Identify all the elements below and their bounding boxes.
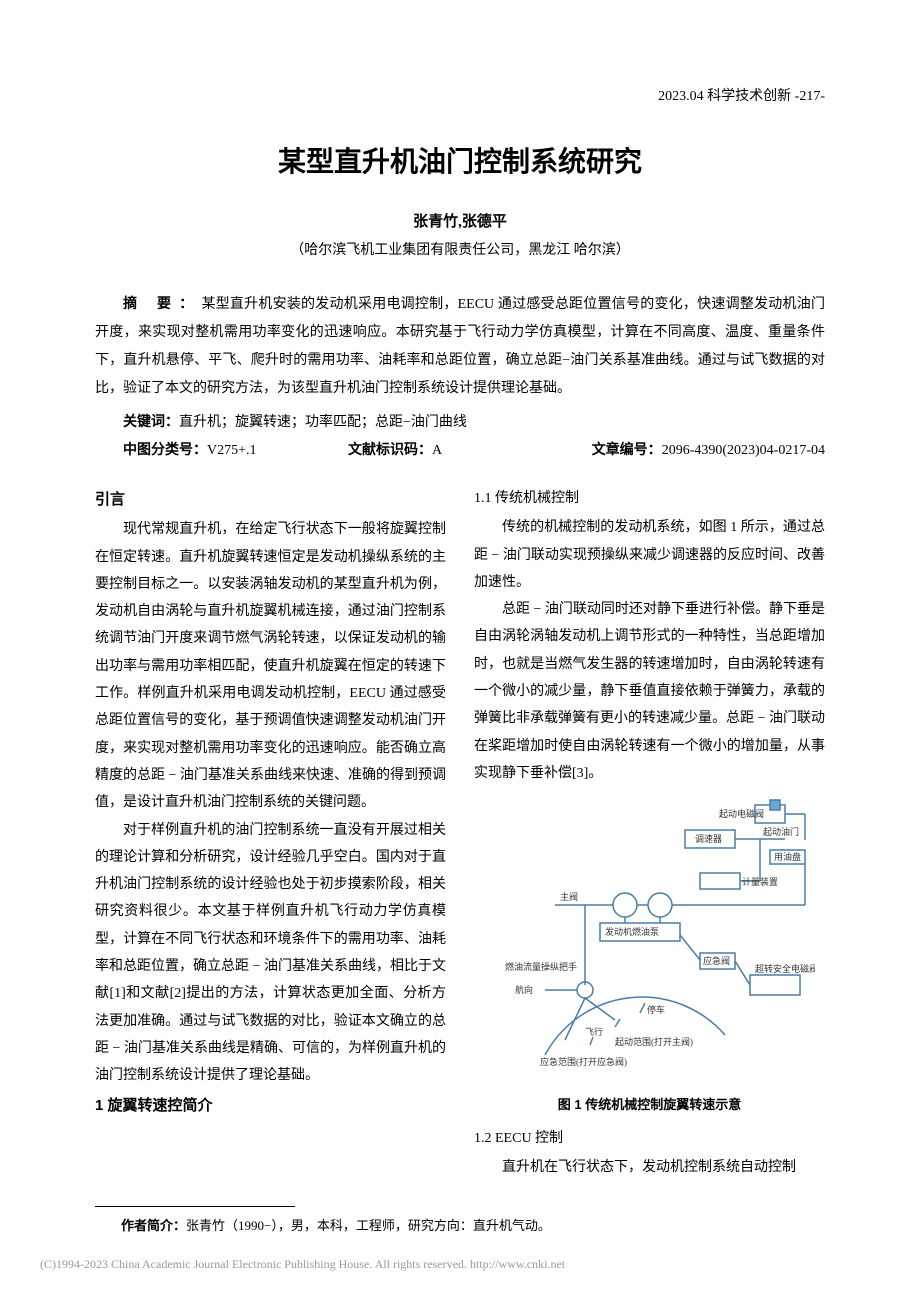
fig-start-solenoid: 起动电磁阀 [719, 808, 764, 819]
footnote-divider [95, 1206, 295, 1207]
fig-safety-solenoid: 超转安全电磁阀 [755, 963, 815, 974]
sub11-p1: 传统的机械控制的发动机系统，如图 1 所示，通过总距 − 油门联动实现预操纵来减… [474, 514, 825, 596]
keywords: 关键词：直升机；旋翼转速；功率匹配；总距−油门曲线 [95, 409, 825, 437]
left-column: 引言 现代常规直升机，在给定飞行状态下一般将旋翼控制在恒定转速。直升机旋翼转速恒… [95, 483, 446, 1182]
abstract-text: 某型直升机安装的发动机采用电调控制，EECU 通过感受总距位置信号的变化，快速调… [95, 297, 825, 396]
fig-fuel-handle: 燃油流量操纵把手 [505, 961, 577, 972]
classification-row: 中图分类号：V275+.1 文献标识码：A 文章编号：2096-4390(202… [95, 437, 825, 465]
fig-park: 停车 [647, 1004, 665, 1015]
intro-heading: 引言 [95, 485, 446, 514]
sub11-heading: 1.1 传统机械控制 [474, 485, 825, 512]
author-bio-label: 作者简介： [121, 1218, 186, 1233]
fig-fuel-pump: 发动机燃油泵 [605, 926, 659, 937]
right-column: 1.1 传统机械控制 传统的机械控制的发动机系统，如图 1 所示，通过总距 − … [474, 483, 825, 1182]
figure1-diagram: 起动电磁阀 调速器 起动油门 用油盘 计量装置 主阀 发动机燃油泵 应急阀 燃油… [485, 795, 815, 1075]
article-id-value: 2096-4390(2023)04-0217-04 [662, 443, 825, 458]
abstract-label: 摘 要： [123, 297, 201, 312]
class-label: 中图分类号： [123, 443, 207, 458]
sub11-p2: 总距 − 油门联动同时还对静下垂进行补偿。静下垂是自由涡轮涡轴发动机上调节形式的… [474, 596, 825, 787]
figure1: 起动电磁阀 调速器 起动油门 用油盘 计量装置 主阀 发动机燃油泵 应急阀 燃油… [474, 795, 825, 1117]
author-bio-text: 张青竹（1990−），男，本科，工程师，研究方向：直升机气动。 [186, 1218, 551, 1233]
abstract: 摘 要：某型直升机安装的发动机采用电调控制，EECU 通过感受总距位置信号的变化… [95, 291, 825, 403]
fig-main-valve: 主阀 [560, 891, 578, 902]
fig-fly: 飞行 [585, 1026, 603, 1037]
figure1-caption: 图 1 传统机械控制旋翼转速示意 [474, 1092, 825, 1117]
doc-label: 文献标识码： [348, 443, 432, 458]
keywords-label: 关键词： [123, 415, 179, 430]
fig-start-throttle: 起动油门 [763, 826, 799, 837]
authors: 张青竹,张德平 [95, 210, 825, 231]
class-value: V275+.1 [207, 443, 257, 458]
footer-copyright: (C)1994-2023 China Academic Journal Elec… [40, 1257, 565, 1272]
fig-meter: 计量装置 [742, 876, 778, 887]
fig-emergency-valve: 应急阀 [703, 955, 730, 966]
affiliation: （哈尔滨飞机工业集团有限责任公司，黑龙江 哈尔滨） [95, 239, 825, 259]
fig-oil-pan: 用油盘 [774, 851, 801, 862]
page-number: -217- [795, 89, 825, 104]
sub12-p1: 直升机在飞行状态下，发动机控制系统自动控制 [474, 1154, 825, 1181]
article-title: 某型直升机油门控制系统研究 [95, 140, 825, 180]
fig-course: 航向 [515, 984, 533, 995]
page-header: 2023.04 科学技术创新 -217- [95, 85, 825, 105]
sub12-heading: 1.2 EECU 控制 [474, 1125, 825, 1152]
intro-p1: 现代常规直升机，在给定飞行状态下一般将旋翼控制在恒定转速。直升机旋翼转速恒定是发… [95, 516, 446, 816]
keywords-text: 直升机；旋翼转速；功率匹配；总距−油门曲线 [179, 415, 467, 430]
section1-heading: 1 旋翼转速控简介 [95, 1091, 446, 1120]
doc-value: A [432, 443, 442, 458]
issue-label: 2023.04 科学技术创新 [658, 89, 791, 104]
fig-governor: 调速器 [695, 834, 722, 844]
fig-start-open: 起动范围(打开主阀) [615, 1036, 693, 1047]
intro-p2: 对于样例直升机的油门控制系统一直没有开展过相关的理论计算和分析研究，设计经验几乎… [95, 817, 446, 1090]
body-columns: 引言 现代常规直升机，在给定飞行状态下一般将旋翼控制在恒定转速。直升机旋翼转速恒… [95, 483, 825, 1182]
fig-emergency-open: 应急范围(打开应急阀) [540, 1056, 627, 1067]
article-id-label: 文章编号： [592, 443, 662, 458]
author-bio: 作者简介：张青竹（1990−），男，本科，工程师，研究方向：直升机气动。 [95, 1215, 825, 1234]
